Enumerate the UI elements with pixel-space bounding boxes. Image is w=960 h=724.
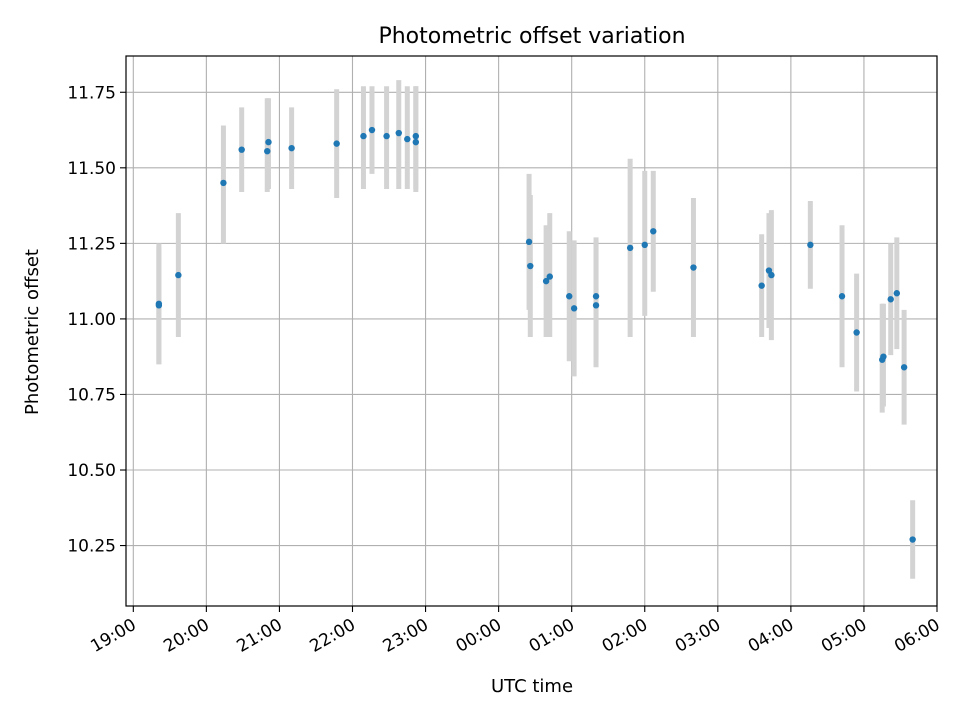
data-point — [570, 305, 578, 312]
data-point — [626, 244, 634, 252]
data-point — [155, 302, 163, 309]
data-point — [525, 238, 533, 246]
data-point — [412, 132, 420, 140]
data-point — [527, 262, 534, 270]
y-axis-label: Photometric offset — [22, 249, 43, 415]
data-point — [650, 228, 657, 235]
data-points — [155, 126, 916, 543]
data-point — [893, 290, 901, 297]
y-tick-label: 11.00 — [67, 310, 116, 330]
data-point — [175, 271, 182, 279]
data-point — [333, 140, 340, 147]
data-point — [768, 271, 775, 279]
data-point — [592, 302, 600, 309]
data-point — [853, 329, 860, 336]
data-point — [880, 353, 887, 360]
y-axis-ticks: 10.25 10.50 10.75 11.00 11.25 11.50 11.75 — [67, 83, 126, 557]
data-point — [807, 241, 814, 249]
data-point — [265, 138, 272, 146]
x-axis-label: UTC time — [491, 676, 573, 697]
data-point — [641, 241, 648, 249]
y-tick-label: 10.25 — [67, 537, 116, 557]
data-point — [383, 132, 390, 140]
data-point — [542, 277, 550, 285]
data-point — [368, 126, 376, 134]
data-point — [900, 364, 908, 371]
data-point — [412, 138, 420, 146]
y-tick-label: 10.50 — [67, 461, 116, 481]
data-point — [592, 293, 600, 300]
data-point — [758, 282, 765, 289]
plot-frame — [125, 55, 938, 607]
y-tick-label: 11.75 — [67, 83, 116, 103]
data-point — [546, 273, 553, 280]
data-point — [220, 179, 227, 187]
data-point — [566, 293, 573, 300]
data-point — [690, 264, 697, 271]
data-point — [264, 147, 271, 155]
data-point — [887, 296, 894, 303]
data-point — [404, 135, 411, 143]
chart-title: Photometric offset variation — [378, 24, 685, 49]
data-point — [838, 293, 846, 300]
data-point — [360, 132, 367, 140]
data-point — [395, 129, 402, 137]
data-point — [238, 146, 245, 153]
y-tick-label: 11.25 — [67, 234, 116, 254]
y-tick-label: 11.50 — [67, 159, 116, 179]
data-point — [288, 144, 295, 152]
y-tick-label: 10.75 — [67, 385, 116, 405]
data-point — [909, 536, 916, 543]
